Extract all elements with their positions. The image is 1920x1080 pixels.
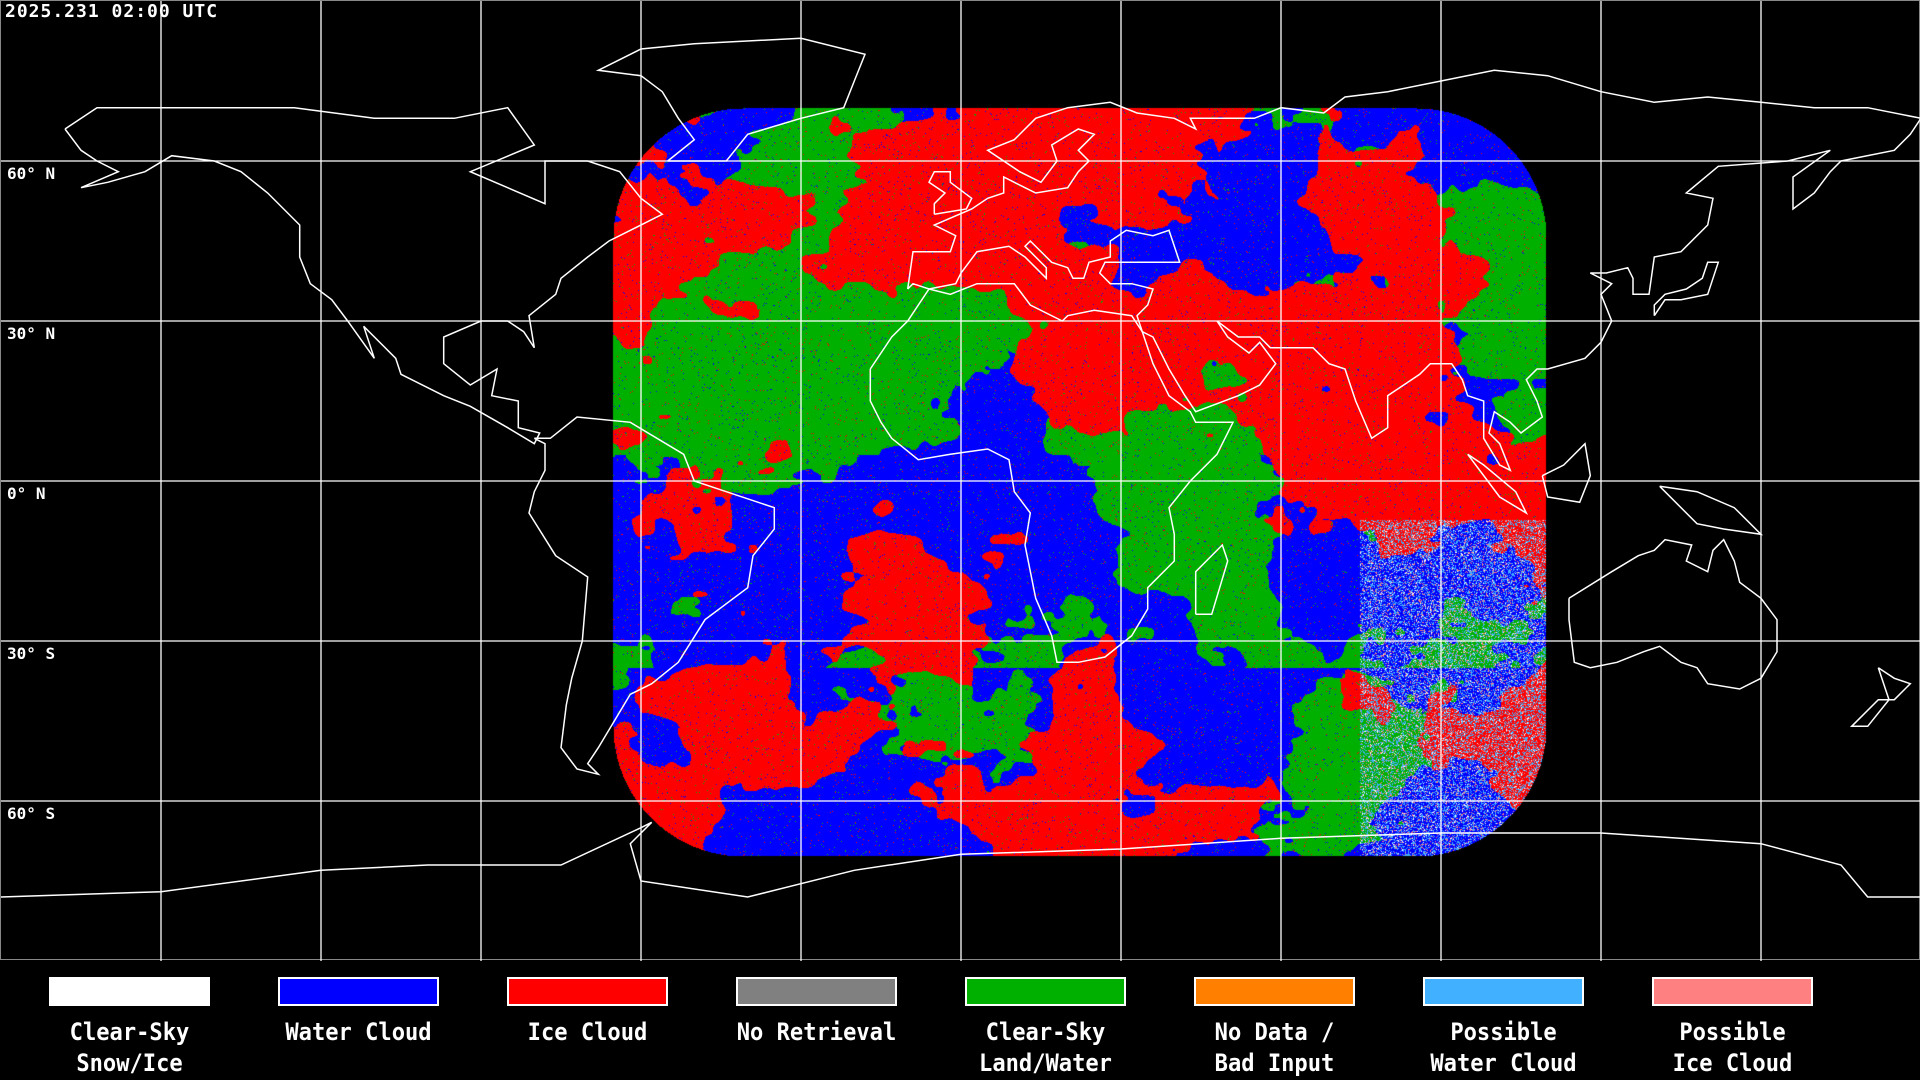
legend-label: Land/Water: [940, 1048, 1151, 1079]
legend-swatch: [736, 977, 897, 1006]
legend-label: Possible: [1398, 1017, 1609, 1048]
legend-item-clear-sky-land-water: Clear-Sky Land/Water: [931, 977, 1160, 1079]
legend-item-water-cloud: Water Cloud: [244, 977, 473, 1048]
coastline-britain: [929, 172, 972, 215]
legend-label: Water Cloud: [253, 1017, 464, 1048]
legend-swatch: [1652, 977, 1813, 1006]
coastline-north-america: [65, 108, 662, 444]
legend-swatch: [1423, 977, 1584, 1006]
legend-item-ice-cloud: Ice Cloud: [473, 977, 702, 1048]
legend-swatch: [1194, 977, 1355, 1006]
coastline-greenland: [598, 38, 865, 161]
legend-label: Snow/Ice: [24, 1048, 235, 1079]
lat-label-60s: 60° S: [7, 804, 55, 823]
coastlines-and-graticule: [1, 1, 1920, 961]
legend-swatch: [965, 977, 1126, 1006]
legend-label: Ice Cloud: [1627, 1048, 1838, 1079]
coastline-sumatra: [1468, 454, 1527, 513]
lat-label-60n: 60° N: [7, 164, 55, 183]
legend-label: Clear-Sky: [940, 1017, 1151, 1048]
coastline-eurasia: [908, 70, 1920, 470]
lat-label-30n: 30° N: [7, 324, 55, 343]
timestamp-title: 2025.231 02:00 UTC: [5, 1, 218, 22]
legend-item-possible-ice-cloud: Possible Ice Cloud: [1618, 977, 1847, 1079]
cloud-phase-map: 2025.231 02:00 UTC 60° N 30° N 0° N 30° …: [0, 0, 1920, 960]
legend-label: Ice Cloud: [482, 1017, 693, 1048]
legend-label: No Retrieval: [711, 1017, 922, 1048]
legend-swatch: [49, 977, 210, 1006]
coastline-japan: [1654, 262, 1718, 315]
legend-swatch: [507, 977, 668, 1006]
legend-item-clear-sky-snow-ice: Clear-Sky Snow/Ice: [15, 977, 244, 1079]
coastline-new-guinea: [1660, 486, 1761, 534]
legend-label: Clear-Sky: [24, 1017, 235, 1048]
legend-swatch: [278, 977, 439, 1006]
legend-item-no-retrieval: No Retrieval: [702, 977, 931, 1048]
coastline-new-zealand: [1852, 668, 1911, 727]
legend-label: No Data /: [1169, 1017, 1380, 1048]
legend-label: Bad Input: [1169, 1048, 1380, 1079]
coastline-borneo: [1542, 444, 1590, 503]
coastline-africa: [870, 284, 1233, 663]
legend-label: Water Cloud: [1398, 1048, 1609, 1079]
coastline-australia: [1569, 540, 1777, 689]
coastline-south-america: [529, 417, 774, 774]
lat-label-0n: 0° N: [7, 484, 46, 503]
legend-item-possible-water-cloud: Possible Water Cloud: [1389, 977, 1618, 1079]
legend-label: Possible: [1627, 1017, 1838, 1048]
legend-item-no-data-bad-input: No Data / Bad Input: [1160, 977, 1389, 1079]
coastline-madagascar: [1196, 545, 1228, 614]
lat-label-30s: 30° S: [7, 644, 55, 663]
